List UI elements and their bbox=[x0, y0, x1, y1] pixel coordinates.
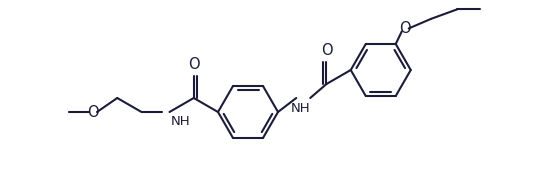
Text: O: O bbox=[399, 21, 410, 36]
Text: NH: NH bbox=[171, 115, 190, 128]
Text: NH: NH bbox=[290, 102, 310, 115]
Text: O: O bbox=[87, 105, 99, 120]
Text: O: O bbox=[320, 43, 332, 58]
Text: O: O bbox=[188, 57, 199, 72]
